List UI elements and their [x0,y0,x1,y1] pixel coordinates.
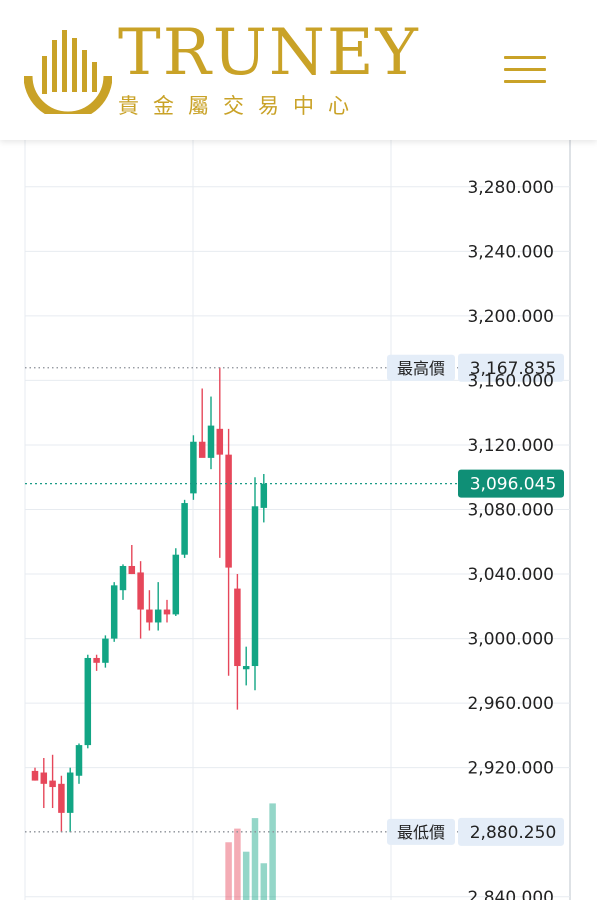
candlestick-chart-svg[interactable]: 最高價 3,167.835 最低價 2,880.250 3,096.045 3,280.… [0,140,597,904]
y-tick-label: 2,840.000 [467,888,554,900]
volume-bar [269,803,276,900]
bar-chart-arc-logo-icon[interactable] [23,26,113,121]
high-price-tag-label: 最高價 [397,359,445,378]
candle-body [137,572,144,610]
candle-body [84,657,92,746]
candle-body [207,425,215,458]
candle-body [49,780,56,788]
high-price-tag-box [387,354,455,381]
price-lines: 最高價 3,167.835 最低價 2,880.250 3,096.045 [25,353,564,846]
y-tick-label: 3,040.000 [467,565,554,585]
y-tick-label: 3,080.000 [467,501,554,521]
y-tick-label: 3,000.000 [467,630,554,650]
candle-body [66,772,74,813]
candle-series [31,367,268,833]
low-price-value-label: 2,880.250 [470,823,557,843]
volume-bar [234,828,241,900]
volume-bars [225,803,276,900]
brand-name[interactable]: TRUNEY [118,16,420,90]
candle-body [181,503,188,555]
candle-body [75,745,83,776]
low-price-tag-box [387,818,455,845]
candle-body [190,441,197,494]
hamburger-menu-icon[interactable] [500,52,550,88]
current-price-value-label: 3,096.045 [470,475,557,495]
candle-body [225,454,232,568]
candle-body [31,770,39,781]
volume-bar [225,842,232,900]
candle-body [40,772,48,784]
candle-body [93,657,100,663]
candle-body [163,609,171,615]
volume-bar [260,863,268,900]
candle-body [110,585,118,639]
volume-bar [242,851,250,900]
low-price-value-box [458,817,564,846]
candle-body [102,638,109,663]
volume-bar [251,818,259,900]
brand-tagline: 貴金屬交易中心 [118,94,363,118]
price-chart[interactable]: 最高價 3,167.835 最低價 2,880.250 3,096.045 3,280.… [0,140,597,904]
y-tick-label: 2,960.000 [467,694,554,714]
candle-body [260,483,268,508]
candle-body [216,428,224,455]
candle-body [242,666,250,670]
candle-body [154,609,162,623]
y-tick-label: 3,160.000 [467,371,554,391]
high-price-value-label: 3,167.835 [470,359,557,379]
candle-body [58,783,65,813]
current-price-value-box [458,469,564,498]
candle-body [251,506,259,667]
site-header: TRUNEY 貴金屬交易中心 [0,0,597,140]
candle-body [128,565,136,575]
y-tick-label: 3,280.000 [467,178,554,198]
y-tick-label: 3,200.000 [467,307,554,327]
y-tick-label: 3,120.000 [467,436,554,456]
candle-body [119,565,127,591]
y-tick-label: 3,240.000 [467,242,554,262]
high-price-value-box [458,353,564,382]
candle-body [172,554,180,615]
candle-body [234,588,241,667]
low-price-tag-label: 最低價 [397,823,445,842]
y-tick-label: 2,920.000 [467,759,554,779]
price-axis: 3,280.000 3,240.000 3,200.000 3,160.000 3,12… [467,178,554,904]
candle-body [198,441,206,458]
candle-body [146,609,153,623]
